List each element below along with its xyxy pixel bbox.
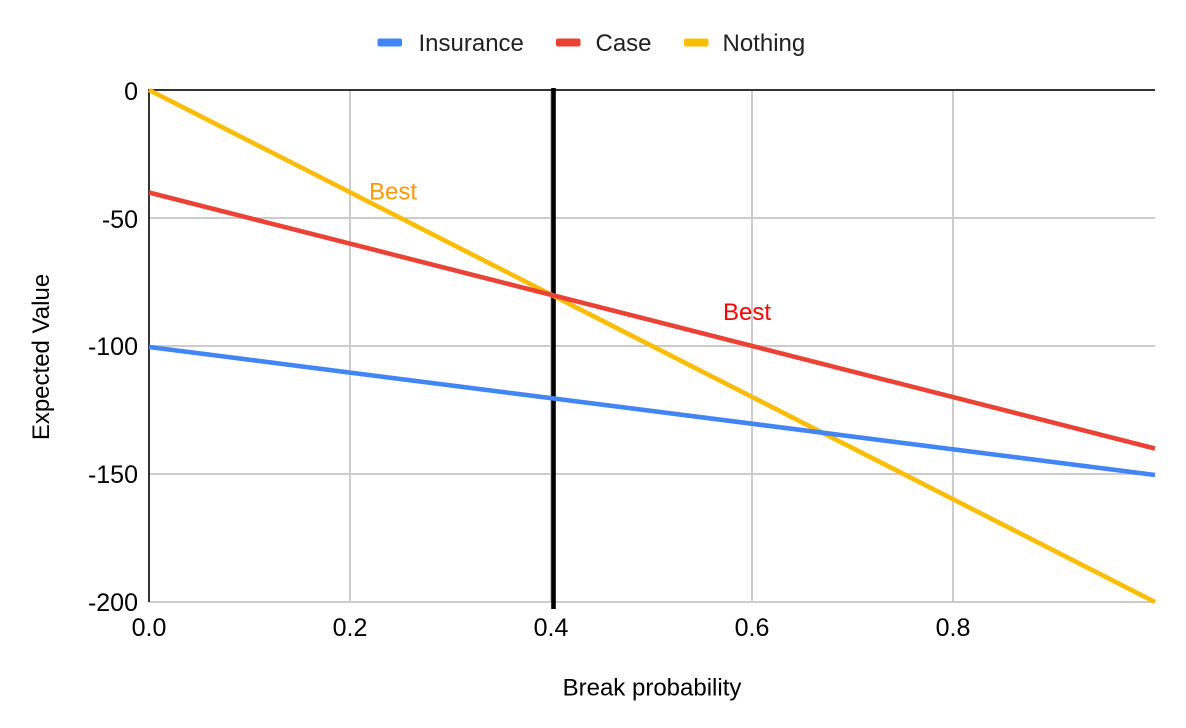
svg-text:0.6: 0.6 — [735, 614, 770, 642]
svg-text:-150: -150 — [88, 461, 138, 489]
svg-text:0.4: 0.4 — [534, 614, 569, 642]
svg-text:Best: Best — [723, 299, 771, 326]
svg-text:Nothing: Nothing — [723, 30, 806, 57]
svg-text:-50: -50 — [102, 206, 138, 234]
svg-text:0: 0 — [124, 78, 138, 106]
svg-text:Break probability: Break probability — [563, 675, 742, 702]
svg-text:0.2: 0.2 — [333, 614, 368, 642]
svg-text:Case: Case — [596, 30, 652, 57]
svg-text:Best: Best — [369, 178, 417, 205]
svg-text:Expected Value: Expected Value — [28, 274, 55, 440]
svg-text:Insurance: Insurance — [419, 30, 524, 57]
svg-text:0.0: 0.0 — [132, 614, 167, 642]
svg-text:-200: -200 — [88, 589, 138, 617]
svg-text:0.8: 0.8 — [936, 614, 971, 642]
svg-text:-100: -100 — [88, 333, 138, 361]
